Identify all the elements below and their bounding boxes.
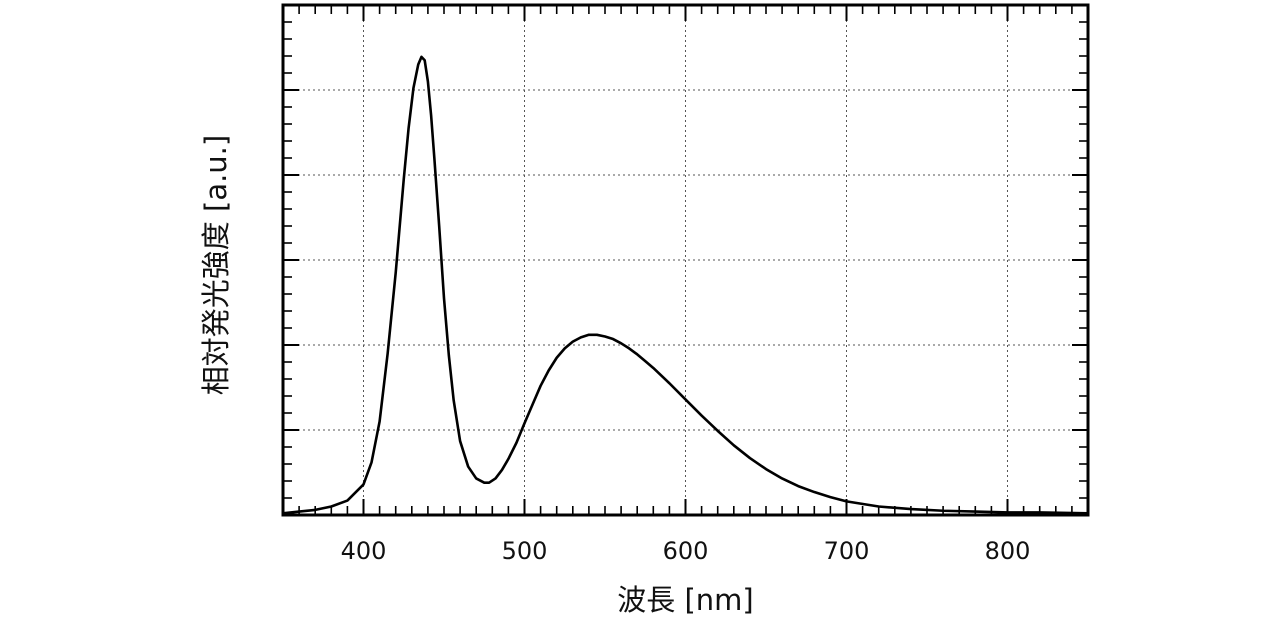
x-tick-label: 600 [663,537,709,565]
major-ticks [283,5,1088,515]
x-tick-label: 700 [824,537,870,565]
x-tick-label: 400 [341,537,387,565]
x-axis-title: 波長 [nm] [617,583,753,617]
x-tick-label: 800 [985,537,1031,565]
spectrum-line [281,55,1090,515]
x-tick-labels: 400 500 600 700 800 [341,537,1031,565]
plot-frame [281,3,1090,517]
y-axis-title: 相対発光強度 [a.u.] [199,135,233,395]
grid-lines [283,5,1088,515]
x-tick-label: 500 [502,537,548,565]
